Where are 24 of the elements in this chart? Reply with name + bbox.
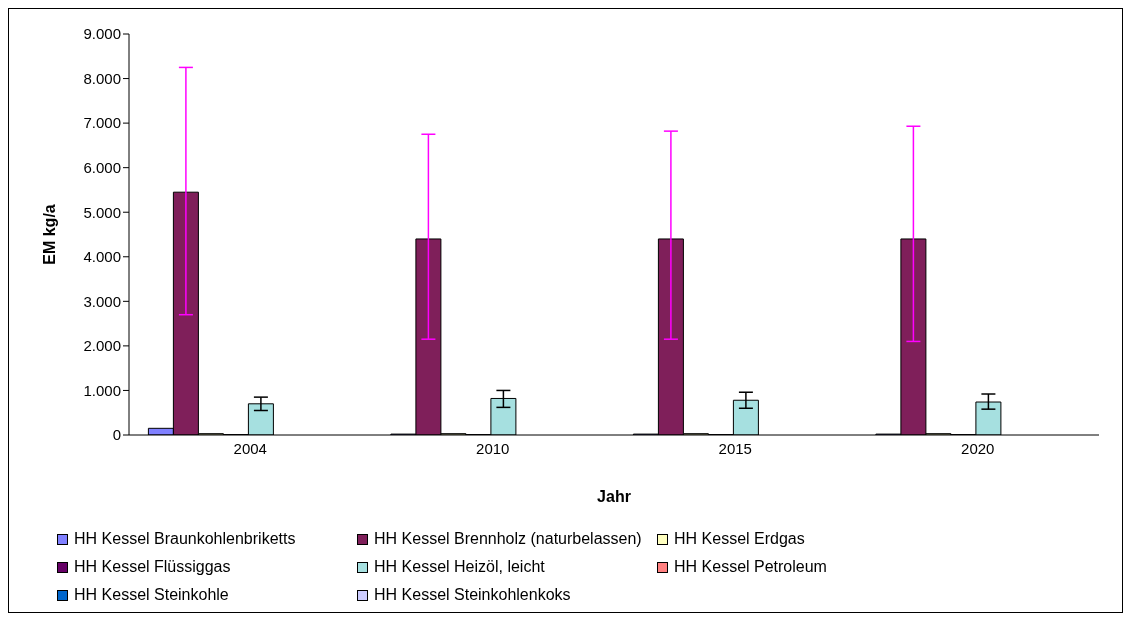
y-tick-label: 9.000 [83, 25, 121, 43]
x-tick-label: 2004 [233, 439, 267, 457]
y-tick-label: 3.000 [83, 292, 121, 310]
legend-label: HH Kessel Steinkohlenkoks [374, 586, 571, 604]
x-tick-label: 2015 [718, 439, 752, 457]
y-tick-label: 0 [112, 426, 121, 444]
legend-label: HH Kessel Erdgas [674, 530, 805, 548]
y-tick-label: 5.000 [83, 203, 121, 221]
y-tick-label: 4.000 [83, 248, 121, 266]
legend-label: HH Kessel Flüssiggas [74, 558, 231, 576]
y-tick-label: 2.000 [83, 337, 121, 355]
y-tick-label: 8.000 [83, 69, 121, 87]
legend-label: HH Kessel Petroleum [674, 558, 827, 576]
legend-label: HH Kessel Heizöl, leicht [374, 558, 545, 576]
legend-label: HH Kessel Braunkohlenbriketts [74, 530, 296, 548]
legend-label: HH Kessel Steinkohle [74, 586, 229, 604]
x-axis-title: Jahr [597, 488, 631, 505]
y-tick-label: 6.000 [83, 158, 121, 176]
legend-label: HH Kessel Brennholz (naturbelassen) [374, 530, 642, 548]
y-tick-label: 7.000 [83, 114, 121, 132]
x-tick-label: 2010 [476, 439, 510, 457]
y-tick-label: 1.000 [83, 381, 121, 399]
x-tick-label: 2020 [961, 439, 995, 457]
y-axis-title: EM kg/a [40, 204, 58, 265]
